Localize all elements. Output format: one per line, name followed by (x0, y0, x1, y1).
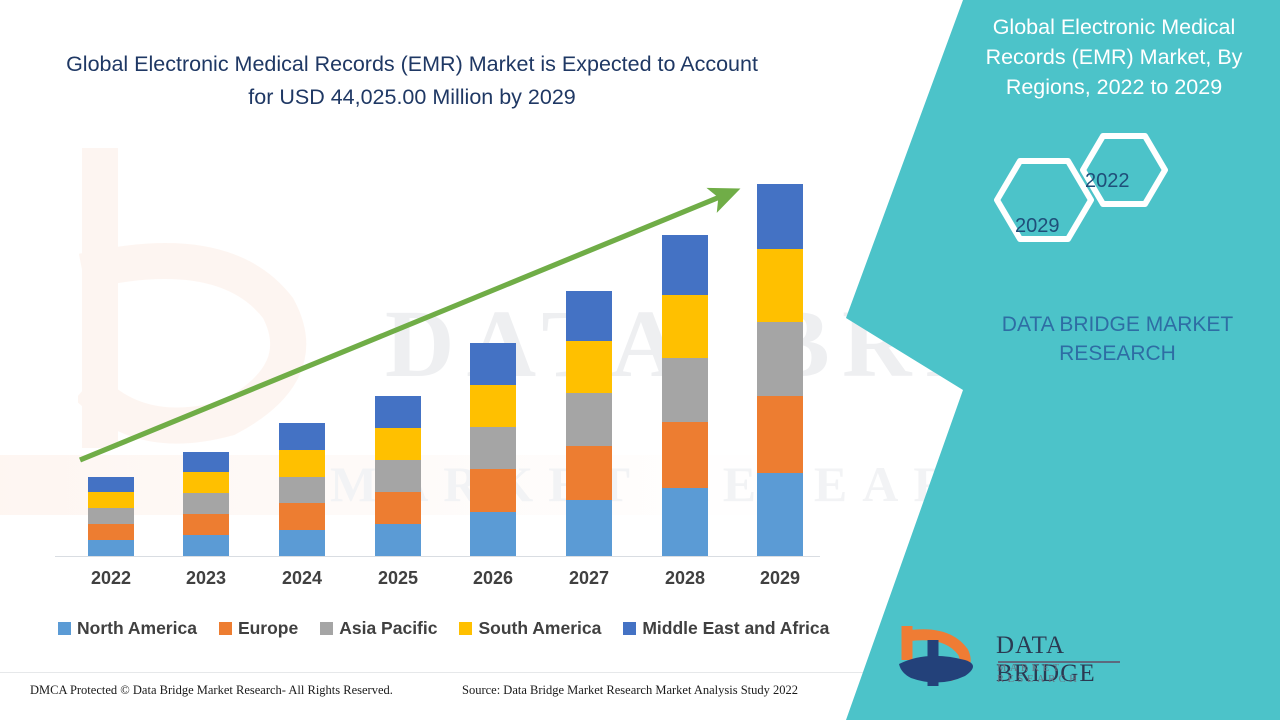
page-title: Global Electronic Medical Records (EMR) … (66, 52, 758, 109)
x-axis-line (55, 556, 820, 557)
x-axis-label-2024: 2024 (281, 568, 323, 588)
legend-label: South America (478, 617, 602, 638)
panel-brand-name: DATA BRIDGE MARKET RESEARCH (1001, 313, 1234, 365)
footer-source: Source: Data Bridge Market Research Mark… (462, 683, 799, 697)
logo-primary-text: DATA BRIDGE (996, 632, 1096, 687)
bar-segment-middle-east-and-africa (566, 291, 612, 341)
bar-segment-south-america (279, 450, 325, 477)
bar-segment-asia-pacific (279, 477, 325, 503)
bar-segment-north-america (566, 500, 612, 556)
bar-segment-asia-pacific (183, 493, 229, 514)
bar-segment-europe (279, 503, 325, 530)
bar-segment-north-america (757, 473, 803, 556)
hexagon-outlines-icon (994, 133, 1168, 242)
legend-label: Asia Pacific (339, 617, 438, 638)
chart-legend: North America Europe Asia Pacific South Ame… (58, 615, 848, 641)
bar-2028 (662, 235, 708, 556)
bar-2023 (183, 452, 229, 556)
footer-divider (0, 672, 940, 673)
bar-2024 (279, 423, 325, 556)
legend-item-europe[interactable]: Europe (218, 617, 299, 639)
bar-segment-north-america (470, 512, 516, 556)
bar-segment-asia-pacific (566, 393, 612, 446)
db-monogram-icon (899, 626, 973, 686)
bar-segment-asia-pacific (375, 460, 421, 492)
x-axis-label-2028: 2028 (664, 568, 706, 588)
legend-swatch-icon (623, 621, 637, 635)
bar-segment-europe (566, 446, 612, 500)
bar-segment-middle-east-and-africa (757, 184, 803, 249)
bar-2025 (375, 396, 421, 556)
stacked-bar-chart (55, 160, 820, 560)
bar-segment-europe (88, 524, 134, 540)
bar-segment-middle-east-and-africa (662, 235, 708, 295)
x-axis-label-2027: 2027 (568, 568, 610, 588)
legend-swatch-icon (218, 621, 232, 635)
bar-segment-middle-east-and-africa (183, 452, 229, 472)
legend-label: Middle East and Africa (642, 617, 830, 638)
bar-segment-north-america (183, 535, 229, 556)
bar-segment-south-america (757, 249, 803, 322)
x-axis-label-2029: 2029 (759, 568, 801, 588)
legend-swatch-icon (459, 621, 473, 635)
bar-segment-middle-east-and-africa (470, 343, 516, 385)
hexagon-label-start-year: 2022 (1085, 170, 1130, 192)
bar-segment-north-america (662, 488, 708, 556)
legend-item-middle-east-and-africa[interactable]: Middle East and Africa (623, 618, 829, 639)
bar-segment-south-america (375, 428, 421, 460)
bar-segment-north-america (279, 530, 325, 556)
bar-segment-south-america (183, 472, 229, 493)
panel-title: Global Electronic Medical Records (EMR) … (985, 15, 1243, 99)
bar-segment-asia-pacific (662, 358, 708, 422)
bar-segment-north-america (375, 524, 421, 556)
bar-segment-europe (470, 469, 516, 512)
data-bridge-logo: DATA BRIDGE MARKET RESEARCH (893, 620, 1123, 696)
legend-item-asia-pacific[interactable]: Asia Pacific (320, 618, 437, 639)
bar-segment-middle-east-and-africa (375, 396, 421, 428)
footer-copyright: DMCA Protected © Data Bridge Market Rese… (30, 683, 393, 697)
legend-item-north-america[interactable]: North America (58, 618, 197, 639)
hexagon-label-end-year: 2029 (1015, 215, 1060, 237)
bar-segment-north-america (88, 540, 134, 556)
bar-segment-south-america (470, 385, 516, 427)
x-axis-label-2025: 2025 (377, 568, 419, 588)
bar-segment-europe (662, 422, 708, 488)
x-axis-label-2023: 2023 (185, 568, 227, 588)
legend-swatch-icon (320, 621, 334, 635)
bar-segment-europe (375, 492, 421, 524)
bar-segment-middle-east-and-africa (279, 423, 325, 450)
hexagon-group: 2022 2029 (975, 118, 1190, 283)
bar-2026 (470, 343, 516, 556)
legend-label: Europe (237, 617, 299, 638)
bar-segment-south-america (662, 295, 708, 358)
chart-plot-area (55, 160, 820, 557)
x-axis-labels: 2022 2023 2024 2025 2026 2027 2028 2029 (55, 568, 820, 594)
bar-segment-south-america (88, 492, 134, 508)
bar-segment-europe (757, 396, 803, 473)
bar-2027 (566, 291, 612, 556)
bar-segment-asia-pacific (88, 508, 134, 524)
logo-divider (998, 661, 1120, 663)
legend-swatch-icon (58, 621, 71, 635)
x-axis-label-2026: 2026 (472, 568, 514, 588)
bar-segment-south-america (566, 341, 612, 393)
bar-segment-asia-pacific (470, 427, 516, 469)
logo-secondary-text: MARKET RESEARCH (997, 663, 1081, 685)
bar-segment-asia-pacific (757, 322, 803, 396)
bar-2022 (88, 477, 134, 556)
legend-item-south-america[interactable]: South America (459, 618, 601, 639)
x-axis-label-2022: 2022 (90, 568, 132, 588)
bar-segment-europe (183, 514, 229, 535)
bar-2029 (757, 184, 803, 556)
bar-segment-middle-east-and-africa (88, 477, 134, 492)
legend-label: North America (77, 617, 197, 638)
